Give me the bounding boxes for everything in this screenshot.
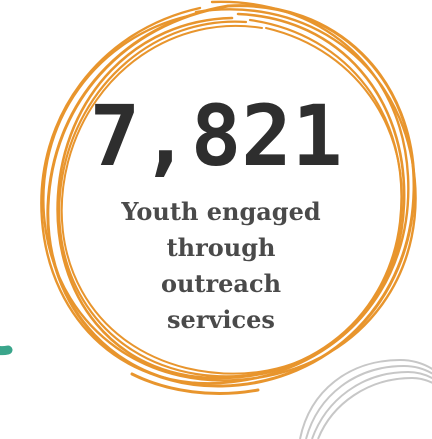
orange-scribble-circle bbox=[40, 0, 417, 395]
green-circle-fragment bbox=[0, 345, 13, 356]
stat-caption-line: outreach bbox=[160, 269, 282, 298]
stat-caption-line: through bbox=[166, 233, 276, 262]
stat-number: 7,821 bbox=[89, 87, 343, 185]
stat-caption-line: services bbox=[167, 305, 275, 334]
stat-caption: Youth engaged through outreach services bbox=[96, 194, 346, 338]
stat-caption-line: Youth engaged bbox=[121, 197, 321, 226]
gray-scribble-circle bbox=[299, 358, 432, 439]
